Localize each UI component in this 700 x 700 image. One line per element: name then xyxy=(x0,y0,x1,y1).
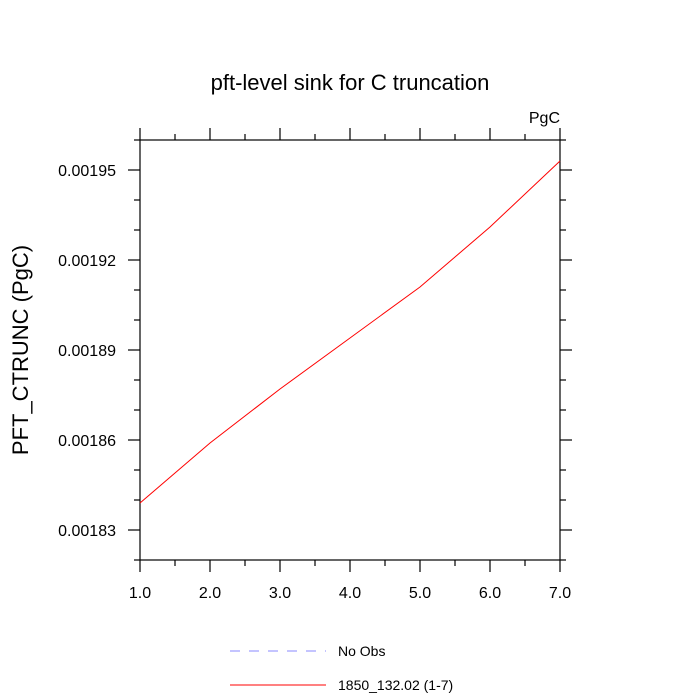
legend-label-2: 1850_132.02 (1-7) xyxy=(338,677,453,693)
y-tick-label: 0.00192 xyxy=(58,253,116,270)
x-tick-label: 1.0 xyxy=(129,585,151,602)
x-tick-label: 2.0 xyxy=(199,585,221,602)
x-tick-label: 6.0 xyxy=(479,585,501,602)
units-label: PgC xyxy=(529,110,560,127)
y-tick-label: 0.00195 xyxy=(58,163,116,180)
legend-label-1: No Obs xyxy=(338,643,385,659)
axis-ticks xyxy=(128,128,572,572)
tick-labels: 1.0 2.0 3.0 4.0 5.0 6.0 7.0 0.00183 0.00186 0.001… xyxy=(58,163,571,602)
x-tick-label: 7.0 xyxy=(549,585,571,602)
y-tick-label: 0.00186 xyxy=(58,433,116,450)
x-tick-label: 5.0 xyxy=(409,585,431,602)
y-tick-label: 0.00189 xyxy=(58,343,116,360)
x-tick-label: 4.0 xyxy=(339,585,361,602)
chart-title: pft-level sink for C truncation xyxy=(211,70,490,95)
plot-frame xyxy=(139,139,561,561)
x-tick-label: 3.0 xyxy=(269,585,291,602)
series-line-1 xyxy=(139,160,561,504)
y-axis-label: PFT_CTRUNC (PgC) xyxy=(8,245,33,455)
series-layer xyxy=(139,160,561,504)
legend: No Obs 1850_132.02 (1-7) xyxy=(230,643,453,693)
y-tick-label: 0.00183 xyxy=(58,523,116,540)
